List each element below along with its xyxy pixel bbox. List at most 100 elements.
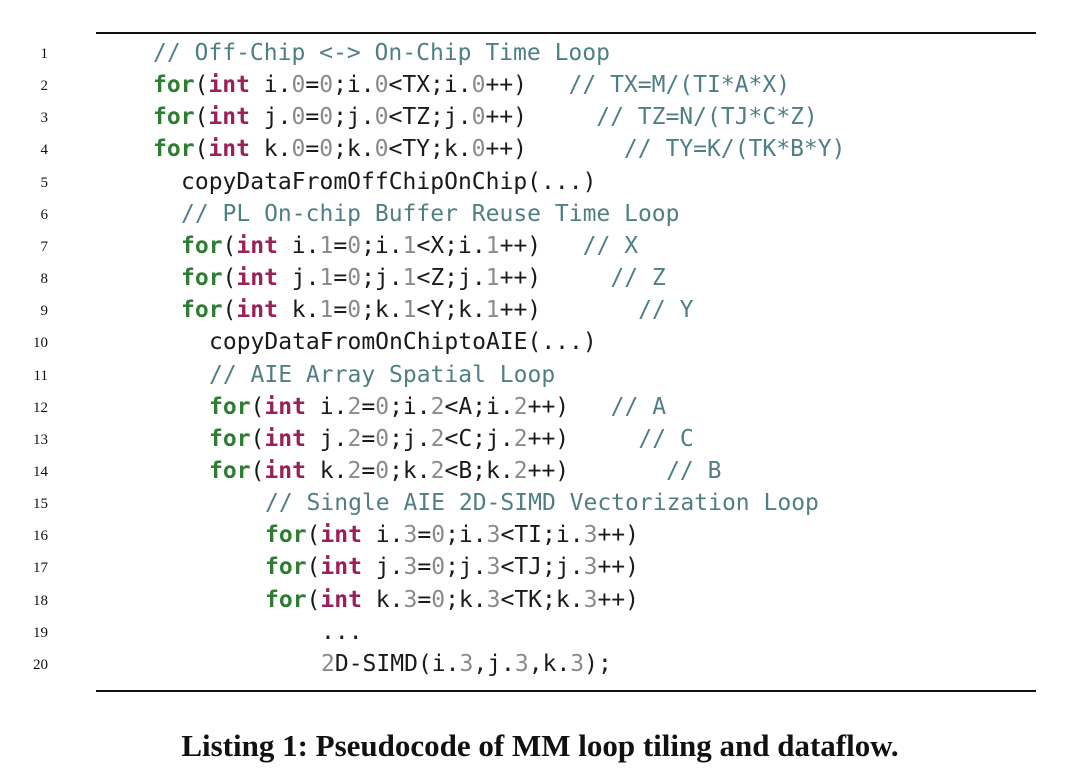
- code-token: int: [236, 297, 278, 324]
- code-line: 5 copyDataFromOffChipOnChip(...): [0, 166, 1080, 198]
- code-token: ;k.: [389, 457, 431, 484]
- code-token: 0: [471, 104, 486, 131]
- code-token: ++): [597, 554, 639, 581]
- code-token: ;k.: [333, 136, 375, 163]
- code-token: j.: [277, 265, 320, 292]
- code-token: (: [250, 425, 265, 452]
- code-token: 1: [402, 265, 417, 292]
- code-token: 3: [459, 650, 474, 677]
- code-token: 1: [402, 297, 417, 324]
- code-token: 1: [485, 232, 500, 259]
- code-token: <B;k.: [444, 457, 514, 484]
- code-token: ;i.: [361, 232, 403, 259]
- code-token: copyDataFromOffChipOnChip(...): [181, 168, 597, 195]
- code-token: 0: [374, 136, 389, 163]
- line-number: 20: [33, 656, 48, 673]
- code-token: (: [306, 554, 321, 581]
- code-token: <A;i.: [444, 393, 514, 420]
- code-token: // AIE Array Spatial Loop: [209, 361, 556, 388]
- code-token: <Z;j.: [416, 265, 486, 292]
- code-token: ;i.: [445, 522, 487, 549]
- code-token: for: [209, 393, 251, 420]
- code-line: 19...: [0, 616, 1080, 648]
- line-number: 19: [33, 624, 48, 641]
- code-text: for(int k.3=0;k.3<TK;k.3++): [265, 584, 639, 616]
- code-token: 0: [471, 72, 486, 99]
- code-token: =: [417, 586, 432, 613]
- code-token: for: [153, 136, 195, 163]
- code-token: (: [194, 72, 209, 99]
- code-token: 1: [485, 297, 500, 324]
- code-token: // Single AIE 2D-SIMD Vectorization Loop: [265, 490, 819, 517]
- line-number: 2: [40, 78, 49, 95]
- code-token: (: [250, 393, 265, 420]
- line-number: 12: [33, 399, 48, 416]
- code-token: 2: [347, 425, 362, 452]
- code-token: ;i.: [389, 393, 431, 420]
- code-token: 1: [319, 265, 334, 292]
- code-line: 14 for(int k.2=0;k.2<B;k.2++) // B: [0, 455, 1080, 487]
- code-token: 2: [430, 457, 445, 484]
- line-number: 15: [33, 496, 48, 513]
- code-token: 3: [570, 650, 585, 677]
- code-token: // B: [569, 457, 722, 484]
- code-text: // Single AIE 2D-SIMD Vectorization Loop: [265, 487, 819, 519]
- code-token: =: [361, 425, 376, 452]
- code-token: int: [236, 265, 278, 292]
- code-token: (: [250, 457, 265, 484]
- code-token: 1: [319, 297, 334, 324]
- code-token: <TK;k.: [500, 586, 584, 613]
- code-token: <TZ;j.: [388, 104, 472, 131]
- code-text: for(int i.0=0;i.0<TX;i.0++) // TX=M/(TI*…: [153, 69, 790, 101]
- code-text: 2D-SIMD(i.3,j.3,k.3);: [321, 648, 612, 680]
- code-token: <X;i.: [416, 232, 486, 259]
- bottom-rule: [96, 690, 1036, 692]
- code-token: ;j.: [333, 104, 375, 131]
- line-number: 11: [33, 367, 48, 384]
- line-number: 6: [40, 206, 49, 223]
- code-line: 3 for(int j.0=0;j.0<TZ;j.0++) // TZ=N/(TJ…: [0, 101, 1080, 133]
- code-text: for(int k.2=0;k.2<B;k.2++) // B: [209, 455, 721, 487]
- code-token: int: [320, 522, 362, 549]
- code-text: for(int i.1=0;i.1<X;i.1++) // X: [181, 230, 638, 262]
- code-line: 6 // PL On-chip Buffer Reuse Time Loop: [0, 198, 1080, 230]
- line-number: 14: [33, 463, 48, 480]
- code-line: 11 // AIE Array Spatial Loop: [0, 359, 1080, 391]
- code-token: ;i.: [333, 72, 375, 99]
- code-token: i.: [361, 522, 404, 549]
- code-text: // Off-Chip <-> On-Chip Time Loop: [153, 37, 610, 69]
- code-token: =: [333, 232, 348, 259]
- code-token: // TY=K/(TK*B*Y): [526, 136, 846, 163]
- code-token: 0: [291, 136, 306, 163]
- code-token: 0: [347, 265, 362, 292]
- code-token: 3: [403, 522, 418, 549]
- code-token: 0: [374, 104, 389, 131]
- code-line: 12 for(int i.2=0;i.2<A;i.2++) // A: [0, 391, 1080, 423]
- code-token: 3: [403, 586, 418, 613]
- code-token: 2: [347, 393, 362, 420]
- code-text: for(int k.0=0;k.0<TY;k.0++) // TY=K/(TK*…: [153, 133, 845, 165]
- code-token: ++): [597, 522, 639, 549]
- code-token: 0: [431, 522, 446, 549]
- code-token: (: [222, 297, 237, 324]
- code-token: 2: [513, 457, 528, 484]
- code-token: // Z: [541, 265, 666, 292]
- code-token: // TX=M/(TI*A*X): [526, 72, 791, 99]
- code-line: 4 for(int k.0=0;k.0<TY;k.0++) // TY=K/(TK…: [0, 133, 1080, 165]
- code-token: ++): [527, 425, 570, 452]
- code-token: ++): [485, 72, 527, 99]
- line-number: 4: [40, 142, 49, 159]
- line-number: 18: [33, 592, 48, 609]
- code-token: j.: [361, 554, 404, 581]
- code-token: // PL On-chip Buffer Reuse Time Loop: [181, 200, 680, 227]
- code-line: 18 for(int k.3=0;k.3<TK;k.3++): [0, 584, 1080, 616]
- code-token: for: [209, 457, 251, 484]
- code-token: for: [153, 72, 195, 99]
- code-token: ++): [597, 586, 639, 613]
- code-line: 1 // Off-Chip <-> On-Chip Time Loop: [0, 37, 1080, 69]
- code-token: (: [222, 265, 237, 292]
- code-line: 20 2D-SIMD(i.3,j.3,k.3);: [0, 648, 1080, 680]
- code-token: <C;j.: [444, 425, 514, 452]
- code-token: for: [181, 232, 223, 259]
- code-token: ;k.: [445, 586, 487, 613]
